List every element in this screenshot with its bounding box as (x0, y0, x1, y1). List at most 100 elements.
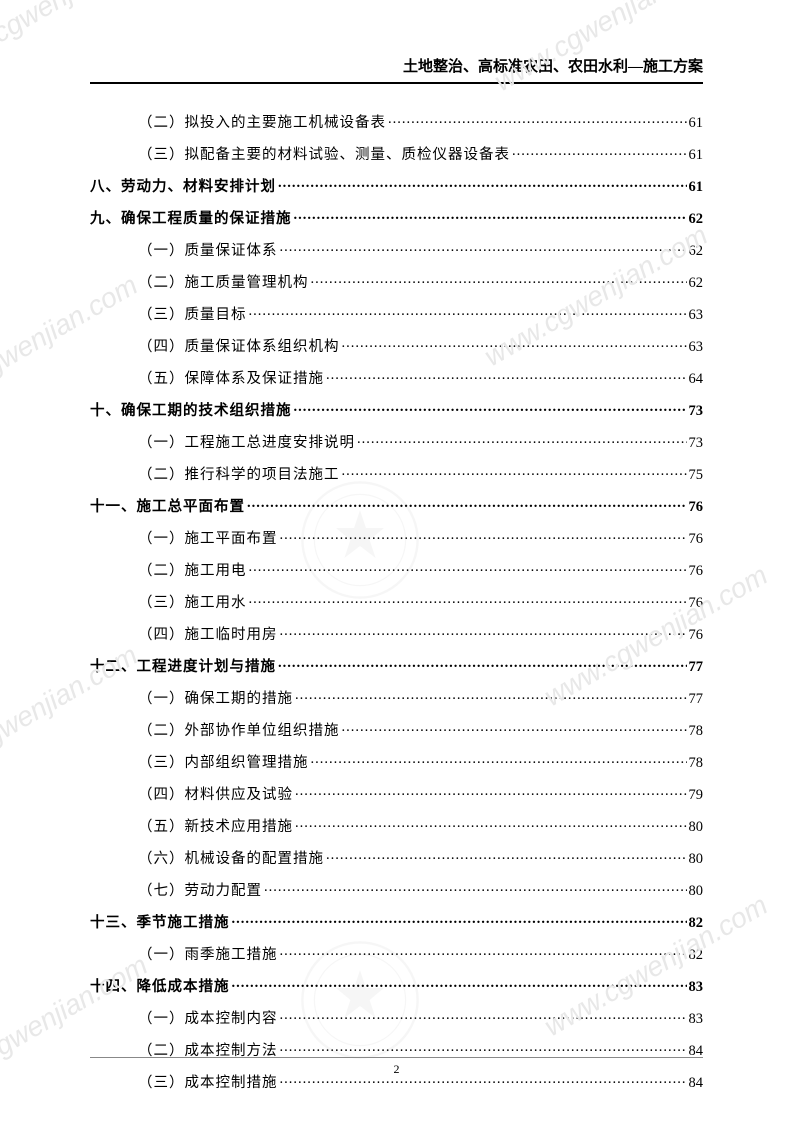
toc-page-number: 62 (689, 212, 704, 227)
toc-label: 十二、工程进度计划与措施 (90, 660, 276, 675)
toc-label: （四）质量保证体系组织机构 (138, 340, 340, 355)
toc-label: 八、劳动力、材料安排计划 (90, 180, 276, 195)
toc-page-number: 80 (689, 852, 704, 867)
toc-page-number: 80 (689, 884, 704, 899)
toc-label: （一）确保工期的措施 (138, 692, 293, 707)
toc-label: 十三、季节施工措施 (90, 916, 230, 931)
toc-entry: （三）拟配备主要的材料试验、测量、质检仪器设备表 61 (90, 144, 703, 162)
toc-dots (278, 656, 687, 671)
toc-page-number: 78 (689, 756, 704, 771)
toc-label: （五）新技术应用措施 (138, 820, 293, 835)
toc-label: （五）保障体系及保证措施 (138, 372, 324, 387)
page-number: 2 (394, 1062, 400, 1076)
toc-page-number: 76 (689, 532, 704, 547)
toc-page-number: 84 (689, 1076, 704, 1091)
toc-label: （二）施工用电 (138, 564, 247, 579)
toc-label: （一）工程施工总进度安排说明 (138, 436, 355, 451)
toc-entry: （二）外部协作单位组织措施 78 (90, 720, 703, 738)
toc-label: 十一、施工总平面布置 (90, 500, 245, 515)
toc-entry: 十四、降低成本措施83 (90, 976, 703, 994)
toc-dots (294, 400, 687, 415)
toc-page-number: 63 (689, 308, 704, 323)
toc-dots (295, 816, 687, 831)
toc-entry: （一）确保工期的措施77 (90, 688, 703, 706)
toc-label: 十四、降低成本措施 (90, 980, 230, 995)
toc-label: （三）内部组织管理措施 (138, 756, 309, 771)
toc-label: 九、确保工程质量的保证措施 (90, 212, 292, 227)
toc-entry: （三）内部组织管理措施 78 (90, 752, 703, 770)
toc-label: （三）施工用水 (138, 596, 247, 611)
toc-entry: （五）新技术应用措施80 (90, 816, 703, 834)
toc-label: （一）成本控制内容 (138, 1012, 278, 1027)
toc-label: （六）机械设备的配置措施 (138, 852, 324, 867)
toc-dots (342, 464, 687, 479)
toc-page-number: 63 (689, 340, 704, 355)
toc-dots (280, 944, 687, 959)
toc-dots (232, 976, 687, 991)
toc-label: （三）成本控制措施 (138, 1076, 278, 1091)
toc-entry: （七）劳动力配置 80 (90, 880, 703, 898)
toc-dots (326, 368, 687, 383)
toc-label: （四）材料供应及试验 (138, 788, 293, 803)
toc-page-number: 79 (689, 788, 704, 803)
toc-dots (280, 240, 687, 255)
toc-label: （三）拟配备主要的材料试验、测量、质检仪器设备表 (138, 148, 510, 163)
toc-dots (357, 432, 687, 447)
toc-entry: 十一、施工总平面布置 76 (90, 496, 703, 514)
toc-label: 十、确保工期的技术组织措施 (90, 404, 292, 419)
document-page: 土地整治、高标准农田、农田水利—施工方案 （二）拟投入的主要施工机械设备表61（… (0, 0, 793, 1122)
toc-dots (326, 848, 687, 863)
toc-dots (342, 336, 687, 351)
toc-page-number: 76 (689, 500, 704, 515)
toc-label: （二）外部协作单位组织措施 (138, 724, 340, 739)
toc-page-number: 82 (689, 916, 704, 931)
toc-entry: （一）施工平面布置 76 (90, 528, 703, 546)
toc-dots (278, 176, 687, 191)
toc-page-number: 78 (689, 724, 704, 739)
toc-entry: （三）质量目标63 (90, 304, 703, 322)
toc-label: （一）施工平面布置 (138, 532, 278, 547)
toc-dots (295, 688, 687, 703)
toc-entry: （二）推行科学的项目法施工75 (90, 464, 703, 482)
toc-page-number: 76 (689, 596, 704, 611)
toc-entry: 八、劳动力、材料安排计划61 (90, 176, 703, 194)
toc-page-number: 73 (689, 404, 704, 419)
table-of-contents: （二）拟投入的主要施工机械设备表61（三）拟配备主要的材料试验、测量、质检仪器设… (90, 112, 703, 1090)
toc-page-number: 61 (689, 148, 704, 163)
toc-dots (249, 592, 687, 607)
toc-entry: （五）保障体系及保证措施64 (90, 368, 703, 386)
toc-page-number: 76 (689, 628, 704, 643)
toc-label: （二）拟投入的主要施工机械设备表 (138, 116, 386, 131)
toc-entry: （一）成本控制内容83 (90, 1008, 703, 1026)
toc-entry: （一）质量保证体系62 (90, 240, 703, 258)
toc-dots (280, 528, 687, 543)
page-footer: 2 (90, 1057, 703, 1077)
toc-label: （二）成本控制方法 (138, 1044, 278, 1059)
toc-label: （二）推行科学的项目法施工 (138, 468, 340, 483)
toc-entry: （二）拟投入的主要施工机械设备表61 (90, 112, 703, 130)
toc-dots (295, 784, 687, 799)
toc-dots (249, 304, 687, 319)
toc-dots (264, 880, 687, 895)
toc-entry: （六）机械设备的配置措施 80 (90, 848, 703, 866)
toc-dots (388, 112, 687, 127)
toc-entry: 十三、季节施工措施 82 (90, 912, 703, 930)
page-header: 土地整治、高标准农田、农田水利—施工方案 (90, 55, 703, 84)
toc-dots (249, 560, 687, 575)
toc-dots (311, 272, 687, 287)
toc-label: （七）劳动力配置 (138, 884, 262, 899)
toc-label: （二）施工质量管理机构 (138, 276, 309, 291)
toc-page-number: 76 (689, 564, 704, 579)
toc-label: （四）施工临时用房 (138, 628, 278, 643)
toc-entry: （一）雨季施工措施82 (90, 944, 703, 962)
toc-dots (280, 624, 687, 639)
toc-dots (247, 496, 687, 511)
toc-entry: （四）材料供应及试验 79 (90, 784, 703, 802)
toc-dots (512, 144, 687, 159)
toc-dots (311, 752, 687, 767)
toc-entry: 十、确保工期的技术组织措施 73 (90, 400, 703, 418)
toc-entry: （四）质量保证体系组织机构 63 (90, 336, 703, 354)
toc-entry: 九、确保工程质量的保证措施 62 (90, 208, 703, 226)
toc-entry: （二）施工用电 76 (90, 560, 703, 578)
toc-entry: 十二、工程进度计划与措施77 (90, 656, 703, 674)
